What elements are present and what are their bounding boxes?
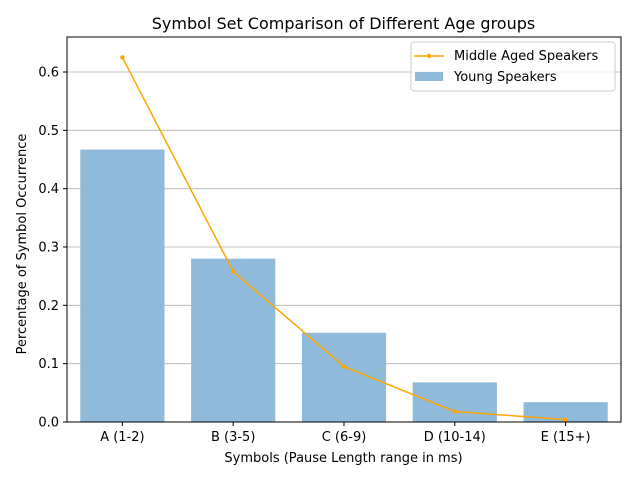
point-middle-aged-speakers — [231, 269, 236, 274]
bar-young-speakers — [191, 258, 276, 422]
y-tick-label: 0.2 — [38, 299, 59, 314]
y-tick-label: 0.4 — [38, 182, 59, 197]
line-series — [120, 55, 568, 422]
x-tick-label: E (15+) — [541, 430, 591, 445]
legend-label-middle-aged: Middle Aged Speakers — [454, 49, 598, 64]
y-tick-label: 0.6 — [38, 66, 59, 81]
legend-marker-sample — [426, 53, 432, 59]
x-tick-label: B (3-5) — [211, 430, 255, 445]
x-tick-label: C (6-9) — [322, 430, 367, 445]
legend: Middle Aged Speakers Young Speakers — [410, 41, 616, 92]
y-tick-label: 0.0 — [38, 416, 59, 431]
bar-young-speakers — [523, 402, 608, 422]
y-tick-label: 0.3 — [38, 241, 59, 256]
y-tick-label: 0.1 — [38, 357, 59, 372]
point-middle-aged-speakers — [341, 364, 347, 369]
axes: 0.0 0.1 0.2 0.3 0.4 0.5 0.6 A (1-2) B (3-5) C (6-… — [38, 36, 622, 445]
bar-series — [80, 149, 608, 423]
point-middle-aged-speakers — [452, 409, 457, 414]
bar-young-speakers — [80, 149, 165, 423]
bar-young-speakers — [301, 332, 387, 422]
x-axis-label: Symbols (Pause Length range in ms) — [224, 451, 462, 466]
x-tick-label: D (10-14) — [424, 430, 486, 445]
chart-title: Symbol Set Comparison of Different Age g… — [152, 14, 535, 33]
bar-young-speakers — [412, 382, 497, 422]
point-middle-aged-speakers — [563, 417, 568, 422]
x-tick-label: A (1-2) — [100, 430, 144, 445]
legend-label-young: Young Speakers — [453, 70, 557, 85]
point-middle-aged-speakers — [120, 55, 125, 60]
legend-box — [410, 41, 616, 92]
y-axis-label: Percentage of Symbol Occurrence — [15, 134, 30, 355]
legend-bar-sample — [415, 72, 443, 81]
y-tick-label: 0.5 — [38, 124, 59, 139]
